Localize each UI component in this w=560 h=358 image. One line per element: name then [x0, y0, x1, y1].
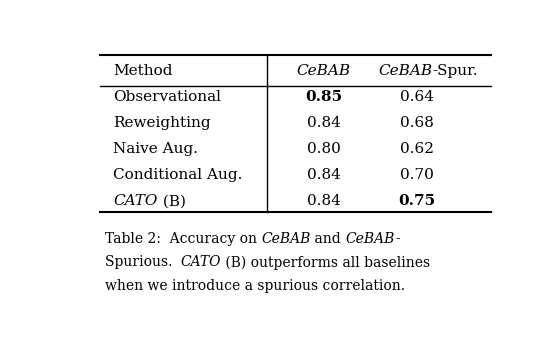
Text: -Spur.: -Spur.	[432, 63, 478, 78]
Text: CATO: CATO	[181, 255, 221, 269]
Text: 0.68: 0.68	[400, 116, 434, 130]
Text: Conditional Aug.: Conditional Aug.	[113, 168, 243, 182]
Text: Spurious.: Spurious.	[105, 255, 181, 269]
Text: 0.80: 0.80	[307, 142, 341, 156]
Text: 0.84: 0.84	[307, 194, 341, 208]
Text: and: and	[310, 232, 346, 246]
Text: 0.70: 0.70	[400, 168, 434, 182]
Text: Naive Aug.: Naive Aug.	[113, 142, 198, 156]
Text: CeBAB: CeBAB	[297, 63, 351, 78]
Text: Method: Method	[113, 63, 173, 78]
Text: CeBAB: CeBAB	[346, 232, 395, 246]
Text: 0.64: 0.64	[400, 90, 434, 104]
Text: Table 2:  Accuracy on: Table 2: Accuracy on	[105, 232, 261, 246]
Text: 0.62: 0.62	[400, 142, 434, 156]
Text: CATO: CATO	[113, 194, 158, 208]
Text: 0.85: 0.85	[305, 90, 343, 104]
Text: (B) outperforms all baselines: (B) outperforms all baselines	[221, 255, 431, 270]
Text: (B): (B)	[158, 194, 186, 208]
Text: CeBAB: CeBAB	[378, 63, 432, 78]
Text: when we introduce a spurious correlation.: when we introduce a spurious correlation…	[105, 279, 405, 292]
Text: 0.84: 0.84	[307, 116, 341, 130]
Text: -: -	[395, 232, 400, 246]
Text: 0.84: 0.84	[307, 168, 341, 182]
Text: Observational: Observational	[113, 90, 221, 104]
Text: Reweighting: Reweighting	[113, 116, 211, 130]
Text: 0.75: 0.75	[399, 194, 436, 208]
Text: CeBAB: CeBAB	[261, 232, 310, 246]
